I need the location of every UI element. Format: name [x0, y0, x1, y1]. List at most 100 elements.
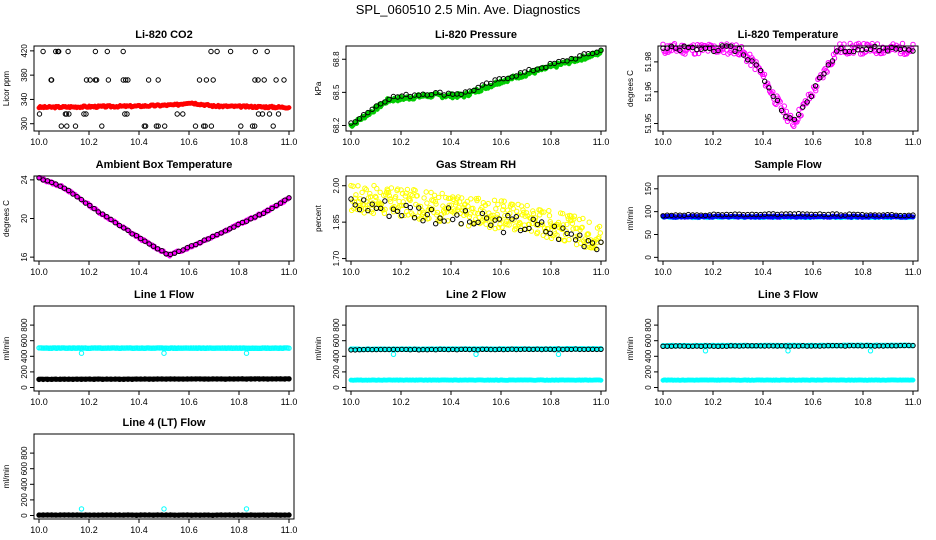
data-point — [275, 111, 282, 117]
data-point — [488, 222, 494, 228]
data-point — [420, 209, 427, 215]
data-point — [122, 111, 128, 117]
data-point — [867, 348, 874, 354]
data-point — [78, 350, 85, 356]
data-point — [580, 215, 586, 222]
y-tick-label: 0 — [20, 513, 29, 518]
data-point — [511, 227, 518, 233]
chart-title: Sample Flow — [754, 159, 822, 171]
chart-title: Li-820 Temperature — [738, 29, 839, 41]
data-point — [509, 216, 515, 222]
data-point — [395, 186, 401, 192]
data-point — [407, 197, 413, 204]
x-tick-label: 11.0 — [593, 267, 610, 277]
y-tick-label: 1.85 — [332, 214, 341, 230]
data-point — [472, 210, 478, 216]
data-point — [434, 209, 441, 216]
data-point — [83, 77, 90, 83]
data-point — [243, 218, 250, 224]
y-axis-label: Licor ppm — [2, 71, 11, 106]
data-point — [99, 211, 106, 217]
y-tick-label: 400 — [332, 349, 341, 363]
data-point — [385, 189, 392, 196]
data-point — [286, 512, 292, 518]
data-point — [399, 212, 405, 219]
data-point — [834, 48, 840, 54]
data-point — [761, 71, 768, 78]
data-point — [200, 123, 207, 129]
data-point — [597, 230, 603, 236]
data-point — [577, 53, 583, 59]
data-point — [74, 194, 80, 200]
data-point — [255, 77, 261, 83]
data-point — [455, 194, 461, 200]
data-point — [740, 52, 747, 58]
panel-line1-flow: Line 1 Flow 10.0 10.2 10.4 10.6 10.8 11.0 0 200 4… — [2, 289, 297, 407]
x-tick-label: 10.2 — [704, 267, 722, 277]
data-point — [243, 350, 250, 356]
x-tick-label: 11.0 — [905, 137, 922, 147]
x-tick-label: 11.0 — [281, 137, 298, 147]
data-point — [421, 195, 427, 201]
data-point — [386, 213, 392, 219]
data-point — [485, 200, 491, 207]
y-tick-label: 68.2 — [332, 117, 341, 133]
data-point — [496, 216, 503, 222]
data-point — [493, 206, 499, 212]
data-point — [174, 111, 180, 117]
data-point — [235, 221, 241, 228]
data-point — [504, 222, 510, 228]
data-point — [65, 48, 71, 55]
x-tick-label: 10.4 — [442, 137, 460, 147]
data-point — [70, 191, 76, 197]
x-tick-label: 10.6 — [804, 137, 822, 147]
data-point — [530, 216, 536, 222]
data-point — [867, 46, 874, 52]
plot-frame — [657, 175, 919, 262]
data-point — [171, 250, 178, 256]
data-point — [594, 49, 600, 55]
x-tick-label: 10.4 — [130, 525, 148, 535]
data-point — [197, 239, 203, 246]
x-tick-label: 10.8 — [230, 525, 248, 535]
data-point — [286, 195, 292, 201]
x-tick-label: 10.2 — [80, 397, 98, 407]
x-tick-label: 10.6 — [492, 397, 510, 407]
data-point — [547, 219, 553, 225]
data-point — [479, 210, 486, 217]
data-point — [129, 231, 135, 237]
y-tick-label: 0 — [332, 385, 341, 390]
data-point — [133, 233, 140, 239]
data-point — [120, 48, 126, 55]
y-tick-label: 200 — [332, 365, 341, 379]
data-point — [784, 118, 791, 125]
data-point — [783, 108, 790, 115]
data-point — [53, 181, 59, 187]
data-point — [513, 225, 519, 232]
data-point — [547, 230, 553, 237]
data-point — [572, 237, 579, 243]
data-point — [817, 75, 823, 81]
data-point — [348, 196, 354, 202]
data-point — [273, 77, 279, 83]
data-point — [475, 195, 482, 202]
data-point — [363, 186, 369, 193]
x-tick-label: 10.4 — [754, 137, 772, 147]
data-point — [791, 116, 798, 123]
data-point — [401, 202, 407, 209]
y-tick-label: 150 — [644, 182, 653, 196]
data-point — [441, 218, 447, 224]
data-point — [350, 183, 356, 189]
x-tick-label: 11.0 — [905, 397, 922, 407]
data-point — [227, 48, 234, 55]
y-tick-label: 100 — [644, 204, 653, 218]
data-point — [564, 58, 570, 64]
data-point — [55, 48, 61, 55]
y-tick-label: 600 — [332, 333, 341, 347]
panel-sample-flow: Sample Flow 10.0 10.2 10.4 10.6 10.8 11.0 0 50 10… — [626, 159, 921, 277]
y-axis-label: ml/min — [2, 465, 11, 489]
data-point — [790, 122, 796, 128]
data-point — [534, 221, 541, 228]
x-tick-label: 10.4 — [754, 267, 772, 277]
data-point — [159, 248, 165, 254]
